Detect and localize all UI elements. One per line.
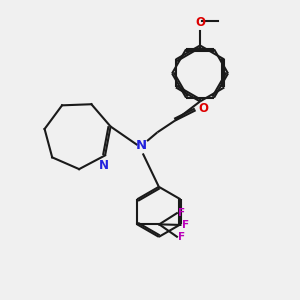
Text: F: F: [182, 220, 189, 230]
Text: N: N: [99, 159, 109, 172]
Text: F: F: [178, 208, 185, 218]
Text: O: O: [198, 102, 208, 115]
Text: F: F: [178, 232, 185, 242]
Text: N: N: [136, 139, 147, 152]
Text: O: O: [195, 16, 205, 29]
